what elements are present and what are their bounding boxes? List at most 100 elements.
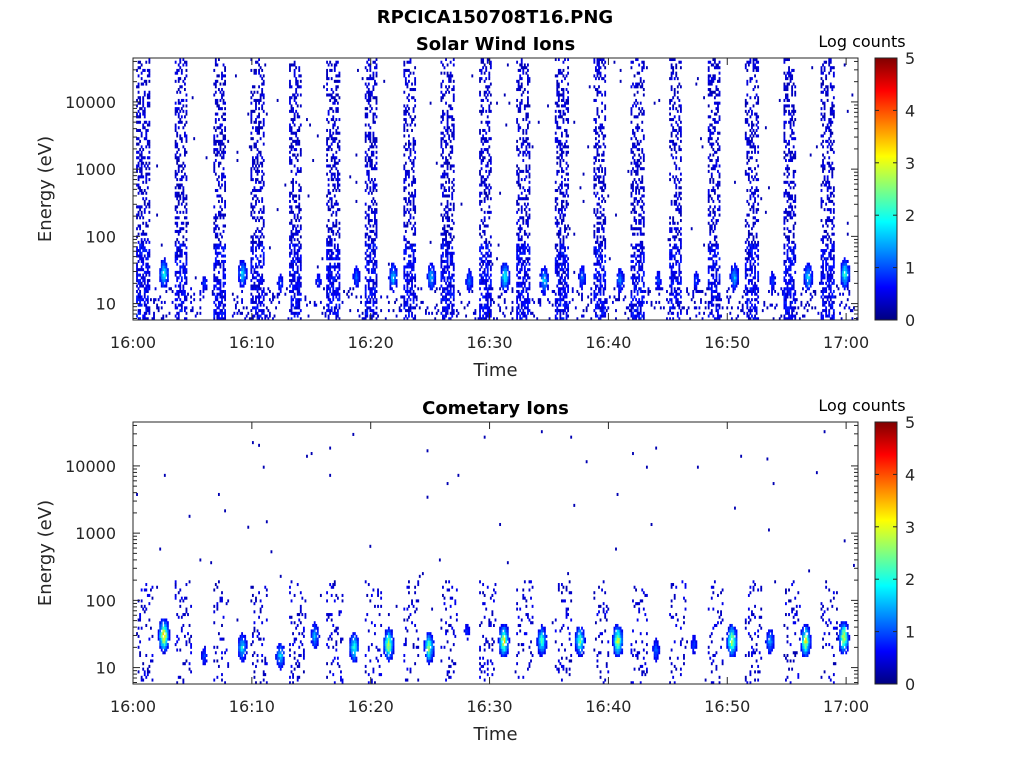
heatmap-cell (446, 194, 449, 198)
heatmap-cell (332, 90, 335, 94)
heatmap-cell (525, 131, 528, 135)
heatmap-cell (517, 175, 520, 179)
heatmap-cell (479, 93, 481, 97)
heatmap-cell (179, 210, 182, 214)
heatmap-cell (486, 279, 489, 283)
heatmap-cell (372, 202, 375, 206)
heatmap-cell (332, 265, 335, 269)
heatmap-cell (289, 279, 291, 283)
heatmap-cell (604, 216, 607, 220)
heatmap-cell (293, 292, 296, 296)
heatmap-cell (290, 311, 293, 315)
heatmap-cell (525, 279, 528, 283)
heatmap-cell (137, 259, 140, 263)
heatmap-cell (557, 82, 560, 86)
heatmap-cell (594, 311, 597, 315)
heatmap-cell (374, 219, 376, 223)
heatmap-cell (148, 120, 151, 124)
heatmap-cell (163, 279, 166, 283)
heatmap-cell (455, 314, 458, 318)
heatmap-cell (329, 281, 332, 285)
heatmap-cell (446, 210, 449, 214)
heatmap-cell (182, 270, 185, 274)
heatmap-cell (446, 199, 449, 203)
heatmap-cell (336, 246, 339, 250)
heatmap-cell (489, 101, 492, 105)
heatmap-cell (375, 58, 378, 62)
heatmap-cell (370, 210, 373, 214)
heatmap-cell (375, 150, 378, 154)
heatmap-cell (409, 287, 412, 291)
heatmap-cell (619, 270, 622, 274)
heatmap-cell (445, 287, 447, 291)
heatmap-cell (485, 131, 488, 135)
heatmap-cell (179, 281, 182, 285)
heatmap-cell (516, 317, 519, 321)
heatmap-cell (370, 208, 373, 212)
heatmap-cell (593, 295, 596, 299)
heatmap-cell (415, 303, 418, 307)
heatmap-cell (409, 270, 412, 274)
heatmap-cell (408, 306, 410, 310)
heatmap-cell (499, 287, 502, 291)
heatmap-cell (333, 161, 336, 165)
heatmap-cell (559, 109, 562, 113)
heatmap-cell (157, 309, 160, 313)
heatmap-cell (527, 90, 529, 94)
heatmap-cell (289, 309, 291, 313)
heatmap-cell (295, 227, 298, 231)
heatmap-cell (442, 118, 444, 122)
heatmap-cell (179, 246, 182, 250)
heatmap-cell (139, 295, 142, 299)
heatmap-cell (185, 210, 188, 214)
heatmap-cell (140, 251, 143, 255)
heatmap-cell (406, 246, 409, 250)
heatmap-cell (457, 289, 460, 294)
heatmap-cell (557, 279, 560, 283)
heatmap-cell (326, 240, 328, 244)
heatmap-cell (224, 276, 227, 280)
heatmap-cell (360, 300, 362, 304)
heatmap-cell (596, 235, 599, 239)
heatmap-cell (582, 273, 585, 277)
heatmap-cell (142, 284, 145, 288)
heatmap-cell (598, 145, 600, 149)
heatmap-cell (403, 178, 406, 182)
heatmap-cell (162, 262, 165, 266)
heatmap-cell (295, 90, 298, 94)
heatmap-cell (326, 93, 328, 97)
heatmap-cell (142, 246, 145, 250)
heatmap-cell (372, 287, 375, 291)
heatmap-cell (204, 281, 206, 285)
heatmap-cell (479, 153, 481, 157)
heatmap-cell (298, 289, 301, 294)
heatmap-cell (523, 107, 526, 111)
heatmap-cell (259, 300, 262, 304)
heatmap-cell (251, 189, 254, 193)
heatmap-cell (327, 63, 330, 67)
heatmap-cell (389, 270, 392, 274)
heatmap-cell (255, 98, 257, 102)
heatmap-cell (599, 123, 602, 127)
heatmap-cell (182, 104, 185, 108)
heatmap-cell (579, 276, 582, 280)
heatmap-cell (560, 221, 563, 225)
heatmap-cell (559, 262, 562, 266)
heatmap-cell (564, 249, 566, 253)
heatmap-cell (516, 199, 519, 203)
heatmap-cell (224, 314, 227, 318)
heatmap-cell (479, 311, 481, 315)
heatmap-cell (604, 238, 607, 242)
heatmap-cell (338, 251, 341, 255)
heatmap-cell (554, 243, 557, 247)
heatmap-cell (259, 276, 262, 280)
heatmap-cell (148, 265, 151, 269)
heatmap-cell (338, 172, 341, 176)
heatmap-cell (242, 268, 245, 272)
heatmap-cell (528, 251, 531, 255)
heatmap-cell (272, 295, 274, 299)
heatmap-cell (479, 68, 481, 72)
heatmap-cell (485, 265, 488, 269)
heatmap-cell (519, 270, 522, 274)
heatmap-cell (190, 300, 193, 304)
